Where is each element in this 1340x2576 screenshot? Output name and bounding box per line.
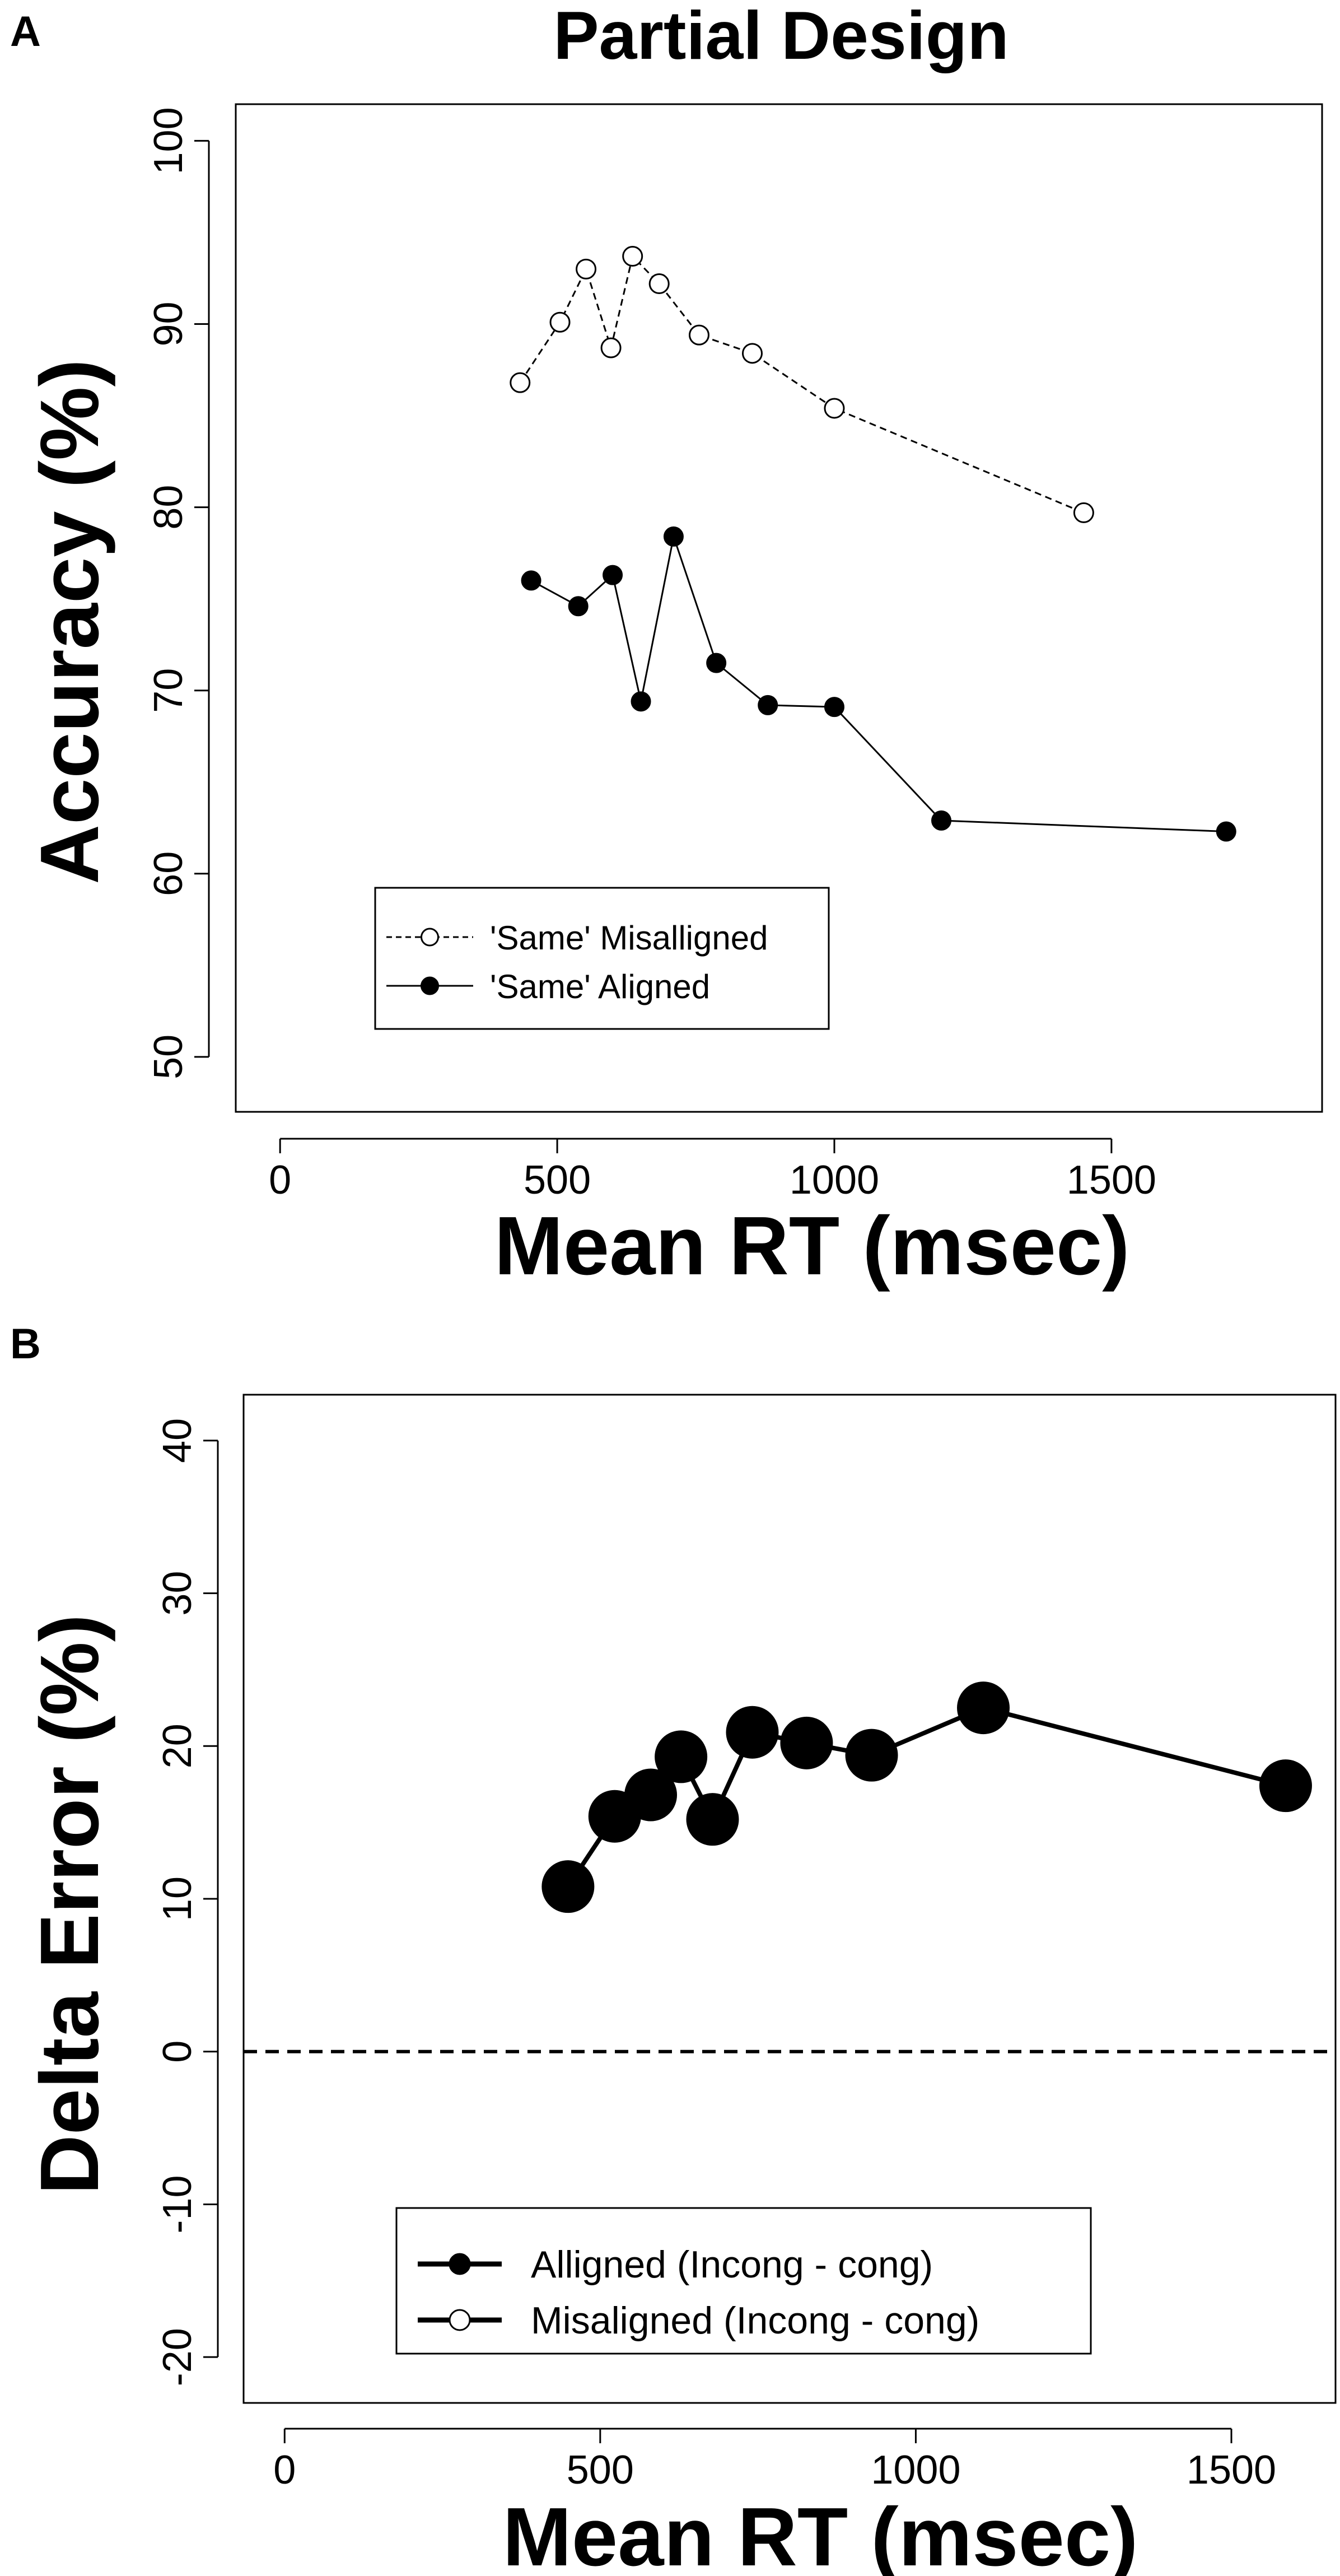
data-point-1 (845, 1729, 898, 1782)
data-point-2 (663, 526, 684, 547)
y-tick-label: 10 (155, 1876, 200, 1921)
x-tick-label: 1000 (790, 1158, 879, 1203)
data-point-1 (600, 337, 622, 358)
plot-frame (242, 1394, 1337, 2404)
y-tick-label: 20 (155, 1723, 200, 1768)
legend-swatch-marker (421, 928, 439, 947)
legend-swatch-marker (449, 2253, 471, 2275)
data-point-1 (1073, 502, 1094, 523)
data-point-2 (824, 697, 844, 718)
legend-box (374, 887, 830, 1030)
chart-a: 0 500 1000 1500 50 60 70 80 90 100 'Same' Misallig… (146, 103, 1323, 1203)
y-tick-label: 50 (146, 1035, 191, 1079)
data-point-1 (1259, 1759, 1312, 1813)
data-point-1 (824, 398, 845, 419)
data-point-1 (549, 311, 571, 333)
legend-label: 'Same' Misalligned (490, 919, 768, 957)
legend-swatch-marker (421, 976, 439, 995)
y-tick-label: 100 (146, 107, 191, 174)
data-point-1 (726, 1706, 779, 1759)
legend-label: 'Same' Aligned (490, 968, 710, 1005)
series-line-1 (519, 254, 1084, 514)
x-tick-label: 0 (269, 1158, 291, 1203)
legend-label: Alligned (Incong - cong) (531, 2243, 933, 2286)
data-point-1 (624, 1768, 678, 1822)
x-axis-label-b: Mean RT (msec) (503, 2491, 1138, 2576)
legend-box (395, 2207, 1092, 2355)
y-tick-label: 0 (155, 2041, 200, 2063)
x-tick-label: 500 (524, 1158, 591, 1203)
y-tick-label: 90 (146, 301, 191, 346)
data-point-2 (631, 691, 651, 712)
data-point-2 (931, 810, 952, 831)
data-point-1 (648, 273, 670, 295)
data-point-2 (758, 695, 778, 715)
data-point-1 (541, 1860, 595, 1913)
x-axis-label-a: Mean RT (msec) (494, 1200, 1130, 1292)
data-point-2 (521, 570, 541, 591)
data-point-1 (741, 343, 763, 364)
series-line-2 (530, 533, 1226, 833)
data-point-2 (568, 596, 589, 617)
plot-frame (235, 103, 1323, 1113)
x-tick-label: 0 (273, 2448, 296, 2493)
y-tick-label: -10 (155, 2175, 200, 2233)
chart-b: 0 500 1000 1500 -20 -10 0 10 20 30 40 Alligned (Inc… (155, 1394, 1337, 2493)
y-axis-label-b: Delta Error (%) (24, 1614, 116, 2195)
chart-title: Partial Design (553, 0, 1009, 73)
y-tick-label: 30 (155, 1571, 200, 1615)
data-point-1 (510, 372, 531, 393)
data-point-2 (706, 653, 727, 673)
panel-label-b: B (10, 1320, 41, 1368)
y-tick-label: 40 (155, 1418, 200, 1463)
y-tick-label: -20 (155, 2328, 200, 2386)
data-point-1 (688, 324, 709, 346)
data-point-1 (780, 1716, 833, 1769)
data-point-2 (603, 565, 623, 585)
y-tick-label: 80 (146, 485, 191, 530)
y-tick-label: 60 (146, 851, 191, 896)
x-tick-label: 500 (567, 2448, 634, 2493)
data-point-1 (655, 1730, 708, 1783)
x-tick-label: 1000 (871, 2448, 960, 2493)
panel-label-a: A (10, 8, 41, 55)
data-point-1 (957, 1681, 1010, 1735)
y-tick-label: 70 (146, 668, 191, 713)
x-tick-label: 1500 (1187, 2448, 1276, 2493)
data-point-1 (622, 245, 643, 267)
data-point-1 (576, 258, 597, 280)
x-tick-label: 1500 (1067, 1158, 1156, 1203)
y-axis-label-a: Accuracy (%) (24, 359, 116, 884)
legend-label: Misaligned (Incong - cong) (531, 2299, 979, 2342)
data-point-1 (686, 1793, 739, 1846)
data-point-2 (1216, 821, 1236, 842)
legend-swatch-marker (449, 2309, 471, 2331)
